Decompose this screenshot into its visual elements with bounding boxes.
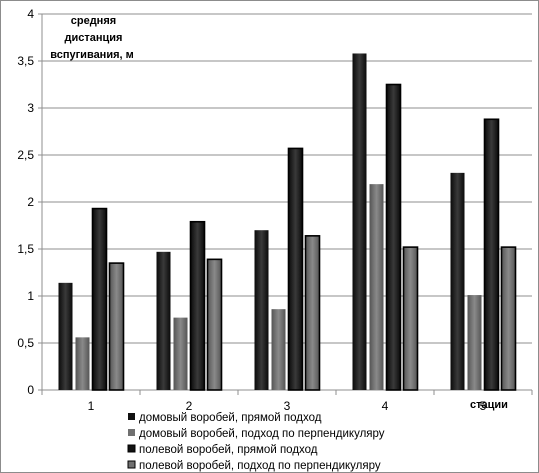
legend-swatch	[127, 460, 136, 469]
bar-1	[156, 251, 171, 390]
y-axis-title-line-3: вспугивания, м	[50, 49, 134, 61]
x-tick-label: 1	[88, 399, 95, 413]
x-tick-label: 4	[382, 399, 389, 413]
y-tick-label: 3	[27, 101, 34, 115]
legend-label: домовый воробей, прямой подход	[139, 412, 322, 424]
bar-1	[58, 282, 73, 390]
bar-3	[91, 207, 108, 391]
x-axis-title: стации	[470, 399, 508, 411]
bar-4	[108, 262, 125, 391]
bars	[58, 53, 517, 391]
legend-swatch	[128, 413, 135, 420]
bar-4	[500, 246, 517, 391]
legend-swatch	[127, 444, 136, 453]
legend-swatch	[128, 429, 135, 436]
bar-2	[75, 337, 90, 390]
y-tick-label: 1,5	[17, 242, 34, 256]
bar-2	[271, 309, 286, 390]
bar-3	[385, 83, 402, 391]
y-tick-label: 2,5	[17, 148, 34, 162]
bar-3	[189, 220, 206, 391]
bar-1	[450, 172, 465, 390]
y-tick-label: 2	[27, 195, 34, 209]
y-tick-label: 4	[27, 7, 34, 21]
x-tick-label: 3	[284, 399, 291, 413]
bar-2	[173, 317, 188, 390]
x-axis: 1 2 3 4 5	[41, 389, 533, 413]
legend-label: полевой воробей, подход по перпендикуляр…	[139, 460, 381, 472]
bar-4	[304, 235, 321, 391]
y-tick-label: 3,5	[17, 54, 34, 68]
bar-2	[369, 184, 384, 390]
y-axis-title-line-1: средняя	[71, 15, 116, 27]
bar-4	[206, 258, 223, 391]
x-tick-label: 2	[186, 399, 193, 413]
bar-3	[287, 147, 304, 391]
y-axis: 0 0,5 1 1,5 2 2,5 3 3,5 4	[17, 7, 43, 397]
x-tick-label: 5	[480, 399, 487, 413]
y-tick-label: 0	[27, 383, 34, 397]
bar-4	[402, 246, 419, 391]
legend-label: домовый воробей, подход по перпендикуляр…	[139, 428, 385, 440]
y-axis-title-line-2: дистанция	[64, 32, 122, 44]
y-tick-label: 0,5	[17, 336, 34, 350]
bar-3	[483, 118, 500, 391]
y-axis-title: средняя дистанция вспугивания, м	[50, 15, 134, 61]
bar-1	[352, 53, 367, 390]
legend-label: полевой воробей, прямой подход	[139, 444, 318, 456]
y-tick-label: 1	[27, 289, 34, 303]
bar-2	[467, 295, 482, 390]
bar-1	[254, 230, 269, 390]
legend: домовый воробей, прямой подход домовый во…	[127, 412, 385, 472]
